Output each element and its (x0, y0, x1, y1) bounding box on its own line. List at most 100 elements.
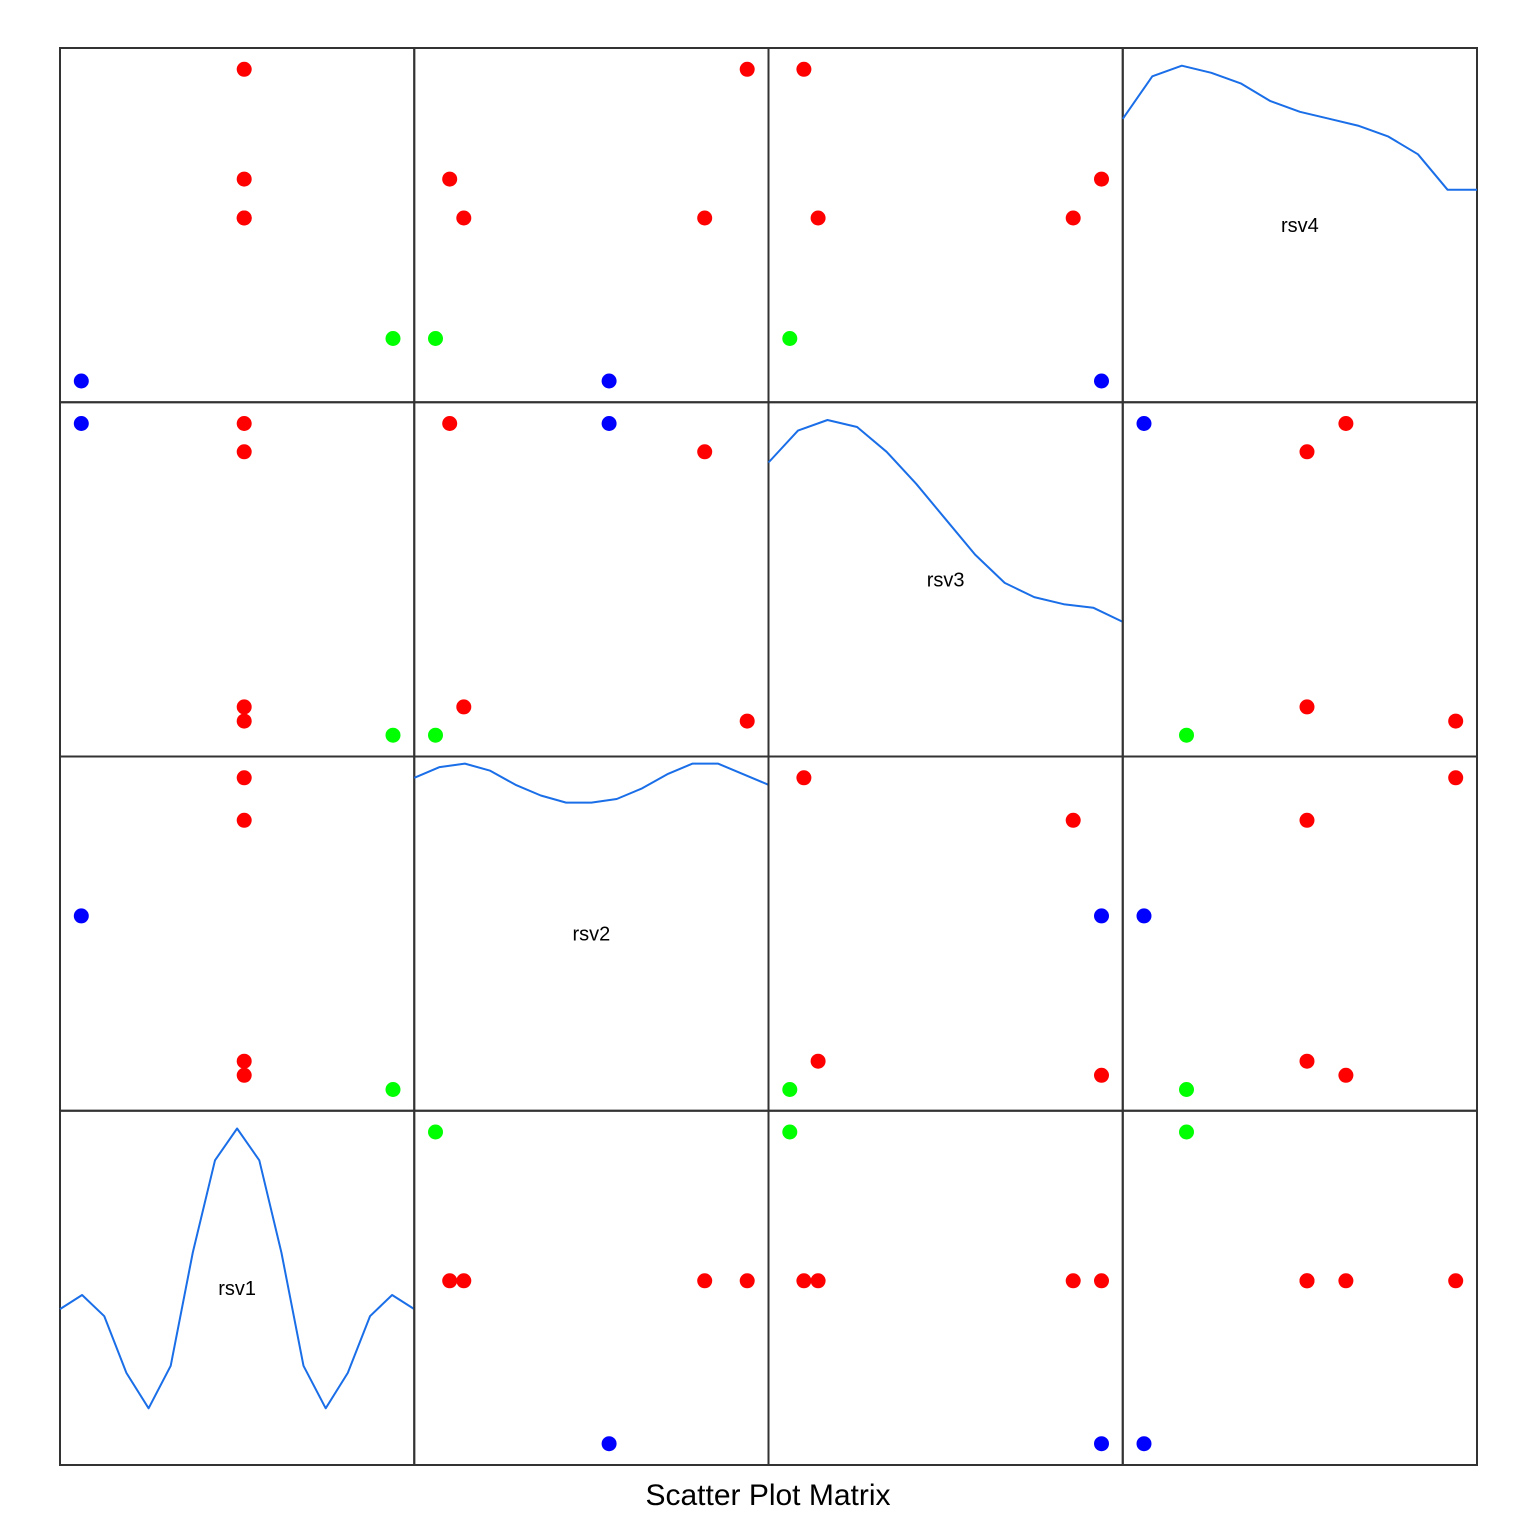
data-point-6 (456, 1273, 472, 1289)
matrix-cell-rsv3-vs-rsv2 (413, 401, 770, 758)
data-point-4 (385, 1082, 401, 1097)
data-point-1 (601, 416, 617, 431)
data-point-3 (442, 1273, 458, 1289)
data-point-2 (236, 61, 252, 77)
data-point-2 (739, 61, 755, 77)
data-point-2 (739, 713, 755, 729)
data-point-1 (601, 373, 617, 389)
cell-frame (413, 1109, 770, 1466)
matrix-cell-rsv4-vs-rsv3 (767, 47, 1124, 404)
density-curve-rsv3 (767, 419, 1124, 623)
data-point-5 (1299, 444, 1315, 460)
data-point-4 (385, 331, 401, 346)
data-point-6 (1299, 699, 1315, 715)
data-point-2 (1448, 1273, 1464, 1289)
data-point-4 (782, 1124, 798, 1140)
data-point-1 (1136, 1436, 1152, 1452)
density-curve-rsv2 (413, 762, 769, 804)
matrix-cell-rsv1-vs-rsv3 (767, 1109, 1124, 1466)
data-point-6 (456, 210, 472, 226)
data-point-6 (1299, 1053, 1315, 1069)
data-point-5 (697, 210, 713, 226)
data-point-3 (1094, 1067, 1109, 1083)
data-point-6 (236, 210, 252, 226)
data-point-3 (236, 1067, 252, 1083)
data-point-4 (385, 727, 401, 743)
data-point-4 (782, 331, 798, 346)
data-point-2 (739, 1273, 755, 1289)
data-point-2 (236, 770, 252, 786)
data-point-6 (1299, 1273, 1315, 1289)
data-point-4 (1179, 727, 1194, 743)
data-point-2 (236, 713, 252, 729)
data-point-2 (796, 1273, 812, 1289)
data-point-3 (1094, 171, 1109, 187)
variable-label-rsv4: rsv4 (1281, 215, 1319, 237)
data-point-2 (796, 770, 812, 786)
cell-frame (59, 47, 416, 404)
density-curve-rsv4 (1121, 64, 1477, 191)
cell-frame (1121, 1109, 1478, 1466)
variable-label-rsv2: rsv2 (572, 924, 610, 946)
data-point-6 (236, 699, 252, 715)
data-point-4 (428, 727, 443, 743)
data-point-6 (810, 1273, 826, 1289)
data-point-1 (73, 908, 89, 924)
data-point-5 (697, 444, 713, 460)
data-point-1 (73, 373, 89, 389)
matrix-cell-rsv2-vs-rsv1 (59, 755, 416, 1112)
data-point-3 (1094, 1273, 1109, 1289)
data-point-5 (1065, 210, 1081, 226)
data-point-6 (456, 699, 472, 715)
cell-frame (59, 755, 416, 1112)
data-point-2 (1448, 770, 1464, 786)
cell-frame (1121, 401, 1478, 758)
data-point-1 (1094, 908, 1109, 924)
data-point-6 (810, 1053, 826, 1069)
matrix-cell-rsv4-vs-rsv1 (59, 47, 416, 404)
data-point-6 (236, 1053, 252, 1069)
variable-label-rsv3: rsv3 (927, 569, 965, 591)
data-point-3 (442, 416, 458, 431)
data-point-4 (428, 331, 443, 346)
density-curve-rsv1 (59, 1127, 415, 1410)
cell-frame (767, 1109, 1124, 1466)
data-point-3 (442, 171, 458, 187)
data-point-4 (428, 1124, 443, 1140)
matrix-cell-rsv1-vs-rsv1: rsv1 (59, 1109, 416, 1466)
chart-title: Scatter Plot Matrix (645, 1479, 890, 1512)
data-point-5 (1065, 1273, 1081, 1289)
matrix-cell-rsv4-vs-rsv2 (413, 47, 770, 404)
data-point-1 (1094, 1436, 1109, 1452)
data-point-4 (1179, 1124, 1194, 1140)
cell-frame (413, 47, 770, 404)
data-point-4 (782, 1082, 798, 1097)
data-point-1 (1094, 373, 1109, 389)
matrix-cell-rsv2-vs-rsv2: rsv2 (413, 755, 770, 1112)
data-point-6 (810, 210, 826, 226)
cell-frame (59, 401, 416, 758)
matrix-cell-rsv2-vs-rsv3 (767, 755, 1124, 1112)
matrix-cell-rsv3-vs-rsv4 (1121, 401, 1478, 758)
data-point-3 (236, 171, 252, 187)
data-point-1 (73, 416, 89, 431)
variable-label-rsv1: rsv1 (218, 1278, 256, 1300)
matrix-cell-rsv4-vs-rsv4: rsv4 (1121, 47, 1478, 404)
matrix-cell-rsv1-vs-rsv4 (1121, 1109, 1478, 1466)
data-point-3 (1338, 1273, 1354, 1289)
cell-frame (767, 47, 1124, 404)
data-point-5 (236, 444, 252, 460)
data-point-1 (601, 1436, 617, 1452)
data-point-5 (697, 1273, 713, 1289)
data-point-1 (1136, 908, 1152, 924)
matrix-cell-rsv3-vs-rsv1 (59, 401, 416, 758)
data-point-2 (1448, 713, 1464, 729)
data-point-4 (1179, 1082, 1194, 1097)
data-point-2 (796, 61, 812, 77)
cell-frame (1121, 755, 1478, 1112)
data-point-5 (1065, 812, 1081, 828)
data-point-5 (236, 812, 252, 828)
data-point-3 (1338, 1067, 1354, 1083)
matrix-cell-rsv3-vs-rsv3: rsv3 (767, 401, 1124, 758)
